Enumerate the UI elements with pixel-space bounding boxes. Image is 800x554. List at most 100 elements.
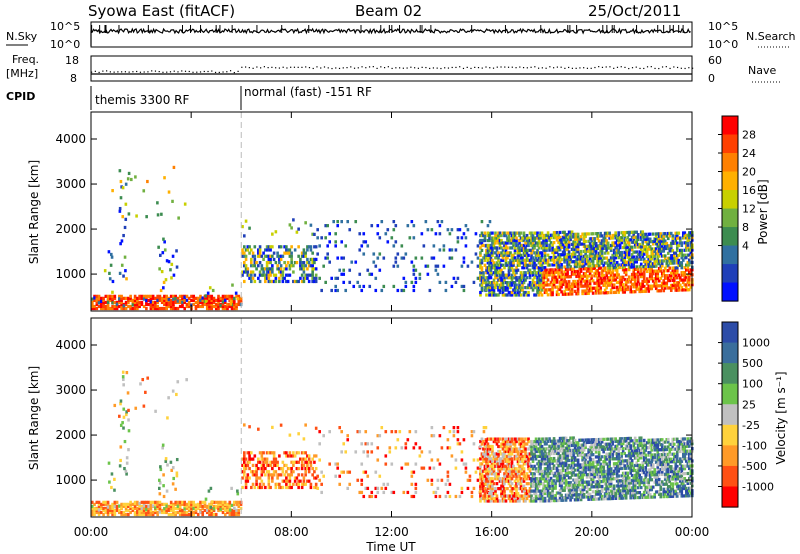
heatmap-cell bbox=[244, 463, 248, 468]
heatmap-cell bbox=[525, 489, 529, 493]
heatmap-cell bbox=[581, 232, 584, 236]
heatmap-cell bbox=[489, 457, 493, 461]
heatmap-cell bbox=[480, 288, 484, 293]
heatmap-cell bbox=[288, 267, 292, 271]
heatmap-cell bbox=[214, 304, 218, 309]
heatmap-cell bbox=[488, 293, 491, 297]
heatmap-cell bbox=[444, 288, 448, 293]
heatmap-cell bbox=[175, 392, 178, 397]
heatmap-cell bbox=[414, 430, 418, 434]
heatmap-cell bbox=[572, 245, 575, 249]
heatmap-cell bbox=[536, 469, 539, 473]
heatmap-cell bbox=[584, 272, 587, 276]
heatmap-cell bbox=[479, 251, 482, 255]
heatmap-cell bbox=[454, 280, 458, 284]
heatmap-cell bbox=[684, 288, 688, 292]
heatmap-cell bbox=[536, 489, 539, 493]
heatmap-cell bbox=[617, 241, 620, 245]
heatmap-cell bbox=[488, 457, 491, 461]
heatmap-cell bbox=[420, 466, 424, 470]
heatmap-cell bbox=[458, 442, 462, 446]
heatmap-cell bbox=[104, 500, 108, 504]
heatmap-cell bbox=[506, 241, 509, 245]
heatmap-cell bbox=[582, 234, 586, 239]
heatmap-cell bbox=[636, 280, 640, 284]
heatmap-cell bbox=[611, 241, 614, 245]
heatmap-cell bbox=[560, 238, 563, 242]
heatmap-cell bbox=[533, 251, 536, 255]
heatmap-cell bbox=[620, 288, 623, 292]
heatmap-cell bbox=[593, 274, 596, 278]
heatmap-cell bbox=[674, 239, 678, 243]
heatmap-cell bbox=[513, 494, 517, 498]
heatmap-cell bbox=[293, 279, 297, 284]
heatmap-cell bbox=[121, 186, 125, 190]
heatmap-cell bbox=[546, 233, 550, 237]
heatmap-cell bbox=[662, 246, 666, 251]
heatmap-cell bbox=[307, 260, 311, 265]
heatmap-cell bbox=[93, 304, 96, 309]
heatmap-cell bbox=[516, 288, 520, 292]
heatmap-cell bbox=[687, 260, 691, 265]
heatmap-cell bbox=[566, 262, 569, 266]
heatmap-cell bbox=[288, 451, 292, 455]
heatmap-cell bbox=[552, 273, 556, 277]
heatmap-cell bbox=[585, 267, 589, 271]
heatmap-cell bbox=[663, 232, 667, 236]
heatmap-cell bbox=[579, 249, 583, 254]
heatmap-cell bbox=[464, 236, 468, 240]
heatmap-cell bbox=[674, 231, 678, 235]
nave-point bbox=[669, 67, 671, 70]
heatmap-cell bbox=[498, 246, 502, 250]
heatmap-cell bbox=[260, 463, 264, 468]
heatmap-cell bbox=[506, 281, 509, 285]
heatmap-cell bbox=[111, 510, 114, 515]
heatmap-cell bbox=[596, 284, 599, 288]
heatmap-cell bbox=[219, 296, 223, 300]
heatmap-cell bbox=[600, 244, 604, 248]
heatmap-cell bbox=[563, 245, 566, 249]
heatmap-cell bbox=[251, 473, 255, 477]
heatmap-cell bbox=[244, 479, 248, 483]
heatmap-cell bbox=[528, 499, 532, 503]
heatmap-cell bbox=[304, 470, 307, 474]
heatmap-cell bbox=[181, 512, 184, 517]
heatmap-cell bbox=[300, 264, 304, 268]
heatmap-cell bbox=[546, 484, 550, 488]
heatmap-cell bbox=[555, 235, 559, 240]
heatmap-cell bbox=[488, 288, 491, 292]
heatmap-cell bbox=[95, 294, 99, 298]
heatmap-cell bbox=[326, 244, 329, 248]
heatmap-cell bbox=[648, 244, 652, 249]
heatmap-cell bbox=[504, 457, 508, 461]
heatmap-cell bbox=[599, 286, 602, 290]
heatmap-cell bbox=[680, 241, 684, 245]
heatmap-cell bbox=[190, 502, 193, 506]
heatmap-cell bbox=[537, 293, 541, 297]
heatmap-cell bbox=[564, 233, 568, 237]
heatmap-cell bbox=[519, 285, 523, 290]
heatmap-cell bbox=[482, 482, 485, 486]
heatmap-cell bbox=[537, 459, 541, 463]
heatmap-cell bbox=[123, 255, 127, 259]
heatmap-cell bbox=[558, 260, 562, 264]
heatmap-cell bbox=[400, 256, 404, 260]
velocity-heatmap-data bbox=[91, 318, 694, 517]
heatmap-cell bbox=[138, 508, 141, 513]
heatmap-cell bbox=[281, 466, 285, 471]
heatmap-cell bbox=[488, 273, 491, 277]
heatmap-cell bbox=[412, 264, 416, 268]
heatmap-cell bbox=[512, 258, 515, 262]
heatmap-cell bbox=[194, 296, 198, 300]
heatmap-cell bbox=[654, 281, 658, 286]
heatmap-cell bbox=[501, 484, 505, 488]
heatmap-cell bbox=[386, 482, 390, 486]
heatmap-cell bbox=[581, 277, 584, 281]
heatmap-cell bbox=[686, 253, 690, 257]
heatmap-cell bbox=[158, 500, 162, 504]
heatmap-cell bbox=[630, 257, 634, 262]
heatmap-cell bbox=[513, 472, 517, 476]
heatmap-cell bbox=[494, 238, 497, 243]
heatmap-cell bbox=[109, 306, 112, 311]
heatmap-cell bbox=[474, 470, 478, 474]
